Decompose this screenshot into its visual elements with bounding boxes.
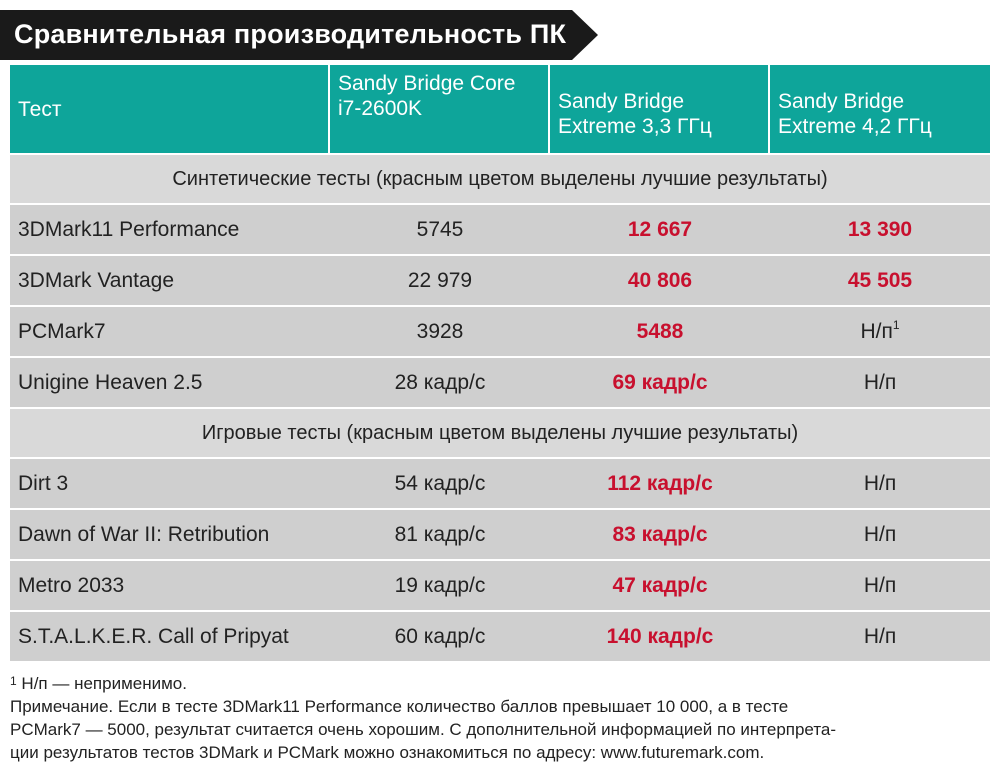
value-extreme-42: Н/п — [770, 358, 990, 409]
test-name: 3DMark Vantage — [10, 256, 330, 307]
table-row: PCMark7 3928 5488 Н/п1 — [10, 307, 990, 358]
header-col1-line1: Sandy Bridge Core — [338, 72, 516, 95]
footnotes: 1 Н/п — неприменимо. Примечание. Если в … — [10, 672, 995, 764]
header-col3-line1: Sandy Bridge — [778, 90, 905, 113]
header-row: Тест Sandy Bridge Core i7-2600K Sandy Br… — [10, 65, 990, 155]
value-extreme-33: 5488 — [550, 307, 770, 358]
header-col3-line2: Extreme 4,2 ГГц — [778, 115, 932, 138]
section-title: Синтетические тесты (красным цветом выде… — [10, 155, 990, 205]
note-line: PCMark7 — 5000, результат считается очен… — [10, 720, 837, 739]
table-row: Dirt 3 54 кадр/с 112 кадр/с Н/п — [10, 459, 990, 510]
value-extreme-33: 12 667 — [550, 205, 770, 256]
header-col1: Sandy Bridge Core i7-2600K — [330, 65, 550, 155]
table-row: 3DMark Vantage 22 979 40 806 45 505 — [10, 256, 990, 307]
title-banner-shape — [0, 10, 598, 60]
test-name: Dawn of War II: Retribution — [10, 510, 330, 561]
footnote-na-text: Н/п — неприменимо. — [21, 674, 187, 693]
section-row-synthetic: Синтетические тесты (красным цветом выде… — [10, 155, 990, 205]
header-col3: Sandy Bridge Extreme 4,2 ГГц — [770, 65, 990, 155]
footnote-marker: 1 — [892, 317, 900, 332]
section-title: Игровые тесты (красным цветом выделены л… — [10, 409, 990, 459]
footnote-na: 1 Н/п — неприменимо. — [10, 672, 995, 695]
test-name: 3DMark11 Performance — [10, 205, 330, 256]
value-extreme-42: 13 390 — [770, 205, 990, 256]
table-row: Metro 2033 19 кадр/с 47 кадр/с Н/п — [10, 561, 990, 612]
value-text: Н/п — [860, 319, 893, 343]
header-col2-line2: Extreme 3,3 ГГц — [558, 115, 712, 138]
test-name: Metro 2033 — [10, 561, 330, 612]
header-col2: Sandy Bridge Extreme 3,3 ГГц — [550, 65, 770, 155]
table-row: 3DMark11 Performance 5745 12 667 13 390 — [10, 205, 990, 256]
note-line: ции результатов тестов 3DMark и PCMark м… — [10, 743, 765, 762]
test-name: PCMark7 — [10, 307, 330, 358]
table-row: Dawn of War II: Retribution 81 кадр/с 83… — [10, 510, 990, 561]
note-line: Примечание. Если в тесте 3DMark11 Perfor… — [10, 697, 789, 716]
value-extreme-42: Н/п — [770, 561, 990, 612]
value-extreme-42: Н/п — [770, 510, 990, 561]
value-extreme-33: 112 кадр/с — [550, 459, 770, 510]
value-core-i7: 5745 — [330, 205, 550, 256]
value-extreme-42: Н/п1 — [770, 307, 990, 358]
value-core-i7: 3928 — [330, 307, 550, 358]
table-row: S.T.A.L.K.E.R. Call of Pripyat 60 кадр/с… — [10, 612, 990, 663]
value-extreme-42: Н/п — [770, 612, 990, 663]
value-core-i7: 81 кадр/с — [330, 510, 550, 561]
value-core-i7: 28 кадр/с — [330, 358, 550, 409]
value-extreme-33: 47 кадр/с — [550, 561, 770, 612]
footnote-number: 1 — [10, 674, 17, 688]
value-core-i7: 60 кадр/с — [330, 612, 550, 663]
value-core-i7: 54 кадр/с — [330, 459, 550, 510]
title-bar: Сравнительная производительность ПК — [0, 10, 600, 60]
value-extreme-42: Н/п — [770, 459, 990, 510]
header-col2-line1: Sandy Bridge — [558, 90, 685, 113]
value-core-i7: 19 кадр/с — [330, 561, 550, 612]
header-test: Тест — [10, 65, 330, 155]
value-extreme-33: 83 кадр/с — [550, 510, 770, 561]
value-extreme-33: 140 кадр/с — [550, 612, 770, 663]
header-col1-line2: i7-2600K — [338, 97, 423, 120]
test-name: S.T.A.L.K.E.R. Call of Pripyat — [10, 612, 330, 663]
value-extreme-42: 45 505 — [770, 256, 990, 307]
test-name: Unigine Heaven 2.5 — [10, 358, 330, 409]
page-title: Сравнительная производительность ПК — [14, 19, 567, 49]
value-extreme-33: 40 806 — [550, 256, 770, 307]
section-row-gaming: Игровые тесты (красным цветом выделены л… — [10, 409, 990, 459]
value-core-i7: 22 979 — [330, 256, 550, 307]
table-row: Unigine Heaven 2.5 28 кадр/с 69 кадр/с Н… — [10, 358, 990, 409]
test-name: Dirt 3 — [10, 459, 330, 510]
comparison-table: Тест Sandy Bridge Core i7-2600K Sandy Br… — [10, 65, 990, 663]
value-extreme-33: 69 кадр/с — [550, 358, 770, 409]
